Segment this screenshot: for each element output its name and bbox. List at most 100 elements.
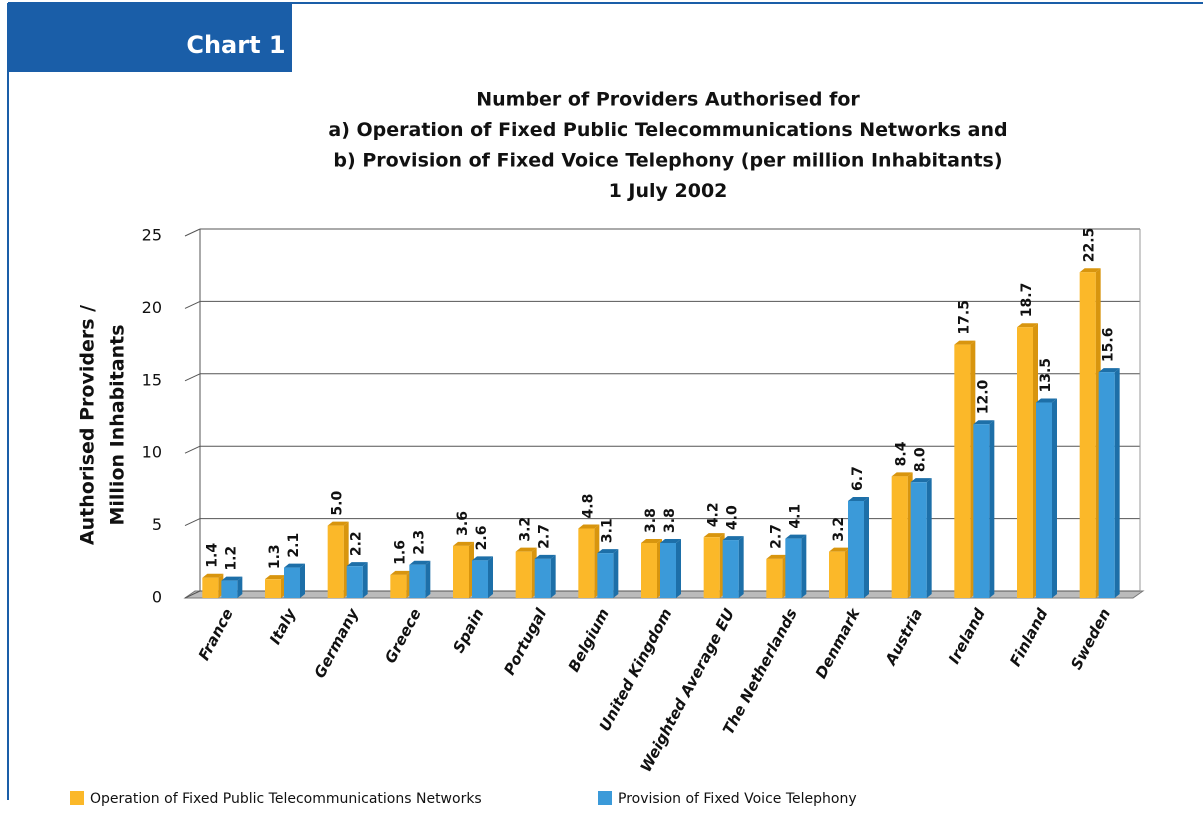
- bar-top: [597, 549, 619, 554]
- value-label: 2.7: [537, 524, 553, 549]
- value-label: 22.5: [1082, 228, 1098, 263]
- x-tick-label: Greece: [381, 606, 425, 667]
- bar: [346, 566, 363, 598]
- grid-line: [184, 590, 201, 599]
- value-label: 4.8: [580, 494, 596, 519]
- bar-top: [891, 472, 913, 477]
- bar: [973, 424, 990, 598]
- bar: [221, 580, 238, 598]
- chart-title: Number of Providers Authorised for: [476, 89, 860, 111]
- x-tick-label: Ireland: [945, 605, 989, 667]
- value-label: 2.2: [349, 531, 365, 556]
- legend-label: Provision of Fixed Voice Telephony: [618, 791, 857, 807]
- bar-side: [801, 534, 807, 598]
- bar-top: [390, 570, 412, 575]
- bar: [284, 567, 300, 598]
- value-label: 1.6: [392, 540, 408, 565]
- value-label: 1.4: [204, 543, 220, 568]
- y-tick-label: 25: [142, 226, 162, 245]
- legend-swatch: [70, 791, 84, 805]
- x-tick-label: Denmark: [812, 605, 864, 682]
- value-label: 3.1: [599, 518, 615, 543]
- value-label: 3.2: [831, 517, 847, 542]
- bar: [453, 545, 469, 598]
- bar-top: [327, 521, 349, 526]
- grid-line: [184, 518, 201, 527]
- value-label: 8.0: [913, 447, 929, 472]
- value-label: 4.1: [787, 504, 803, 529]
- grid-line: [184, 373, 201, 382]
- bar-top: [515, 547, 537, 552]
- value-label: 3.2: [518, 517, 534, 542]
- bar-top: [409, 560, 431, 565]
- bar-top: [722, 536, 744, 541]
- bar-side: [926, 478, 932, 598]
- bar-top: [785, 534, 807, 539]
- legend-swatch: [598, 791, 612, 805]
- value-label: 12.0: [975, 379, 991, 414]
- y-axis-label: Authorised Providers /: [77, 305, 99, 545]
- chart-title: b) Provision of Fixed Voice Telephony (p…: [333, 150, 1002, 172]
- y-tick-label: 20: [142, 298, 162, 317]
- bar-top: [346, 562, 368, 567]
- bar: [1098, 372, 1115, 598]
- value-label: 13.5: [1038, 358, 1054, 393]
- value-label: 5.0: [330, 491, 346, 516]
- value-label: 3.8: [643, 508, 659, 533]
- bar: [202, 577, 219, 598]
- bar-side: [362, 562, 368, 598]
- bar-top: [578, 524, 600, 529]
- bar-top: [1017, 323, 1038, 328]
- y-axis-label: Million Inhabitants: [107, 324, 129, 525]
- bar: [848, 500, 864, 598]
- x-tick-label: Belgium: [565, 606, 613, 675]
- bar-side: [864, 496, 869, 598]
- bar-side: [613, 549, 619, 598]
- bar-top: [1079, 268, 1101, 273]
- bar-side: [738, 536, 744, 598]
- value-label: 3.6: [455, 511, 471, 536]
- grid-line: [184, 445, 201, 454]
- bar: [597, 553, 614, 598]
- value-label: 6.7: [850, 466, 866, 491]
- bar-side: [488, 556, 493, 598]
- bar-top: [1098, 368, 1120, 373]
- bar: [1017, 327, 1033, 598]
- value-label: 2.1: [286, 533, 302, 558]
- value-label: 8.4: [894, 441, 910, 466]
- bar: [703, 537, 720, 598]
- value-label: 4.2: [706, 502, 722, 527]
- chart-tab: [8, 3, 292, 72]
- value-label: 3.8: [662, 508, 678, 533]
- bar-side: [676, 538, 681, 598]
- chart-title: a) Operation of Fixed Public Telecommuni…: [328, 119, 1007, 141]
- bar: [390, 574, 407, 598]
- legend-label: Operation of Fixed Public Telecommunicat…: [90, 791, 482, 807]
- bar-side: [989, 420, 995, 598]
- bar-top: [284, 563, 305, 568]
- value-label: 1.3: [267, 544, 283, 569]
- bar: [534, 558, 551, 598]
- bar-top: [265, 575, 286, 580]
- bar-top: [453, 541, 474, 546]
- value-label: 2.6: [474, 526, 490, 551]
- bar-side: [425, 560, 431, 598]
- x-tick-label: Portugal: [500, 605, 550, 678]
- bar-top: [703, 533, 725, 538]
- bar-top: [973, 420, 995, 425]
- bar-top: [641, 538, 662, 543]
- bar-top: [910, 478, 932, 483]
- value-label: 2.3: [411, 530, 427, 555]
- x-tick-label: Italy: [266, 604, 300, 647]
- chart-title: 1 July 2002: [609, 180, 728, 202]
- bar-top: [1036, 398, 1057, 403]
- bar-side: [1114, 368, 1120, 598]
- bar: [722, 540, 739, 598]
- y-tick-label: 5: [152, 515, 162, 534]
- bar: [785, 538, 802, 598]
- bar: [515, 551, 532, 598]
- bar: [327, 525, 344, 598]
- value-label: 17.5: [956, 300, 972, 335]
- bar: [766, 558, 783, 598]
